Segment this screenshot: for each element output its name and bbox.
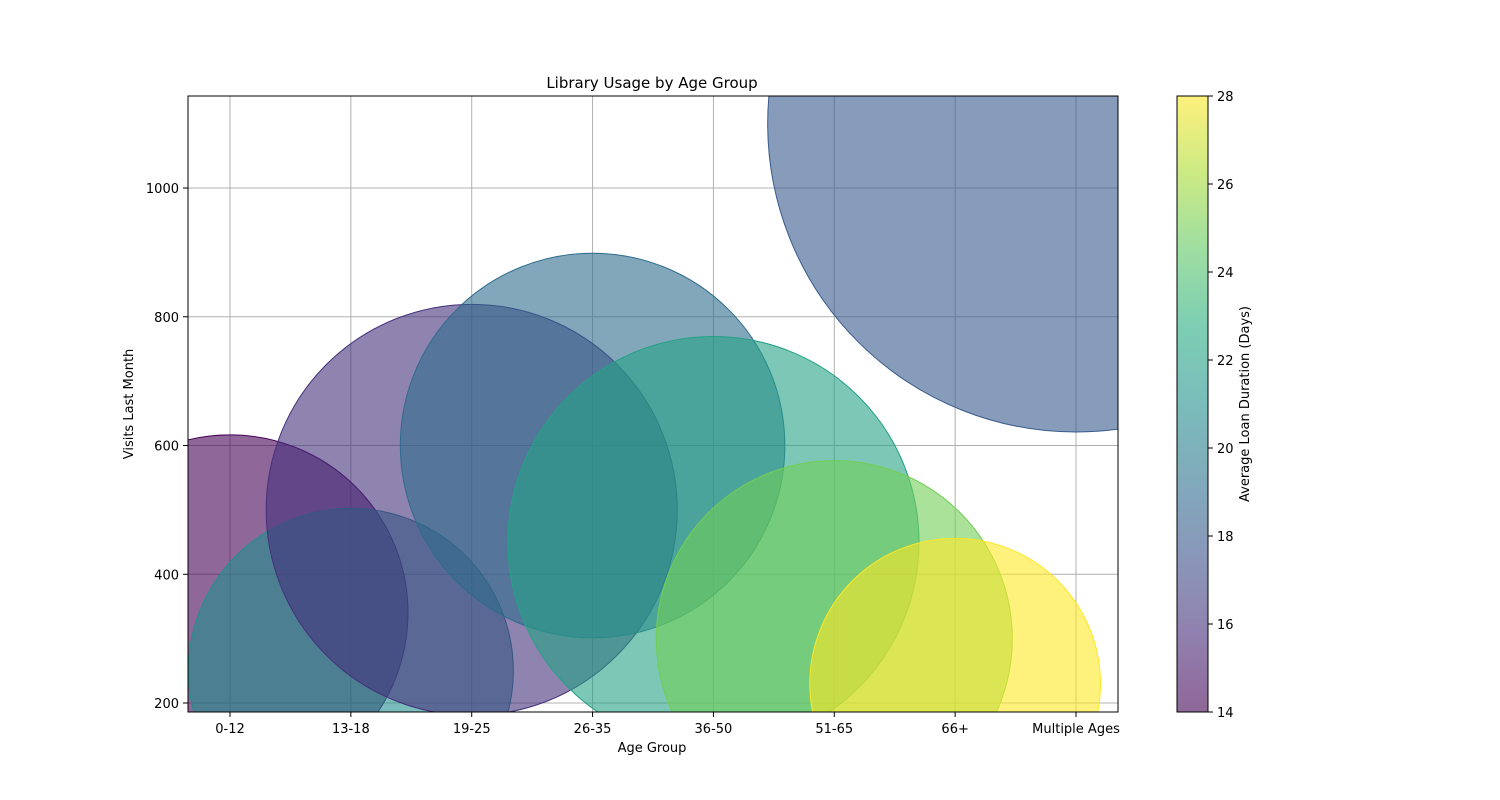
y-axis-ticks: 200 400 600 800 1000 [146, 182, 188, 712]
x-tick-label: 36-50 [695, 722, 733, 737]
x-tick-label: 26-35 [574, 722, 612, 737]
bubble-66- [809, 537, 1101, 712]
chart-title: Library Usage by Age Group [546, 74, 757, 92]
colorbar-tick-label: 16 [1217, 618, 1234, 633]
x-tick-label: 51-65 [815, 722, 853, 737]
colorbar-tick-label: 20 [1217, 442, 1234, 457]
colorbar-tick-label: 18 [1217, 530, 1234, 545]
colorbar-tick-label: 28 [1217, 90, 1234, 105]
plot-frame [187, 95, 1119, 713]
x-tick-label: 66+ [941, 722, 968, 737]
colorbar-ticks: 14 16 18 20 22 24 26 28 [1208, 90, 1234, 721]
y-tick-label: 400 [154, 568, 179, 583]
x-axis-ticks: 0-12 13-18 19-25 26-35 36-50 51-65 66+ Multiple… [215, 712, 1120, 737]
colorbar-tick-label: 22 [1217, 354, 1234, 369]
x-tick-label: 0-12 [215, 722, 245, 737]
y-tick-label: 1000 [146, 182, 179, 197]
x-tick-label: Multiple Ages [1032, 722, 1120, 737]
y-tick-label: 200 [154, 697, 179, 712]
x-axis-label: Age Group [618, 741, 687, 756]
x-tick-label: 13-18 [332, 722, 370, 737]
bubbles-group [188, 96, 1118, 712]
y-tick-label: 800 [154, 311, 179, 326]
colorbar-tick-label: 14 [1217, 706, 1234, 721]
bubble-multiple-ages [767, 96, 1118, 433]
x-tick-label: 19-25 [453, 722, 491, 737]
colorbar-tick-label: 24 [1217, 266, 1234, 281]
colorbar-label: Average Loan Duration (Days) [1238, 306, 1253, 502]
colorbar [1176, 95, 1209, 713]
y-tick-label: 600 [154, 440, 179, 455]
colorbar-tick-label: 26 [1217, 178, 1234, 193]
y-axis-label: Visits Last Month [122, 349, 137, 460]
